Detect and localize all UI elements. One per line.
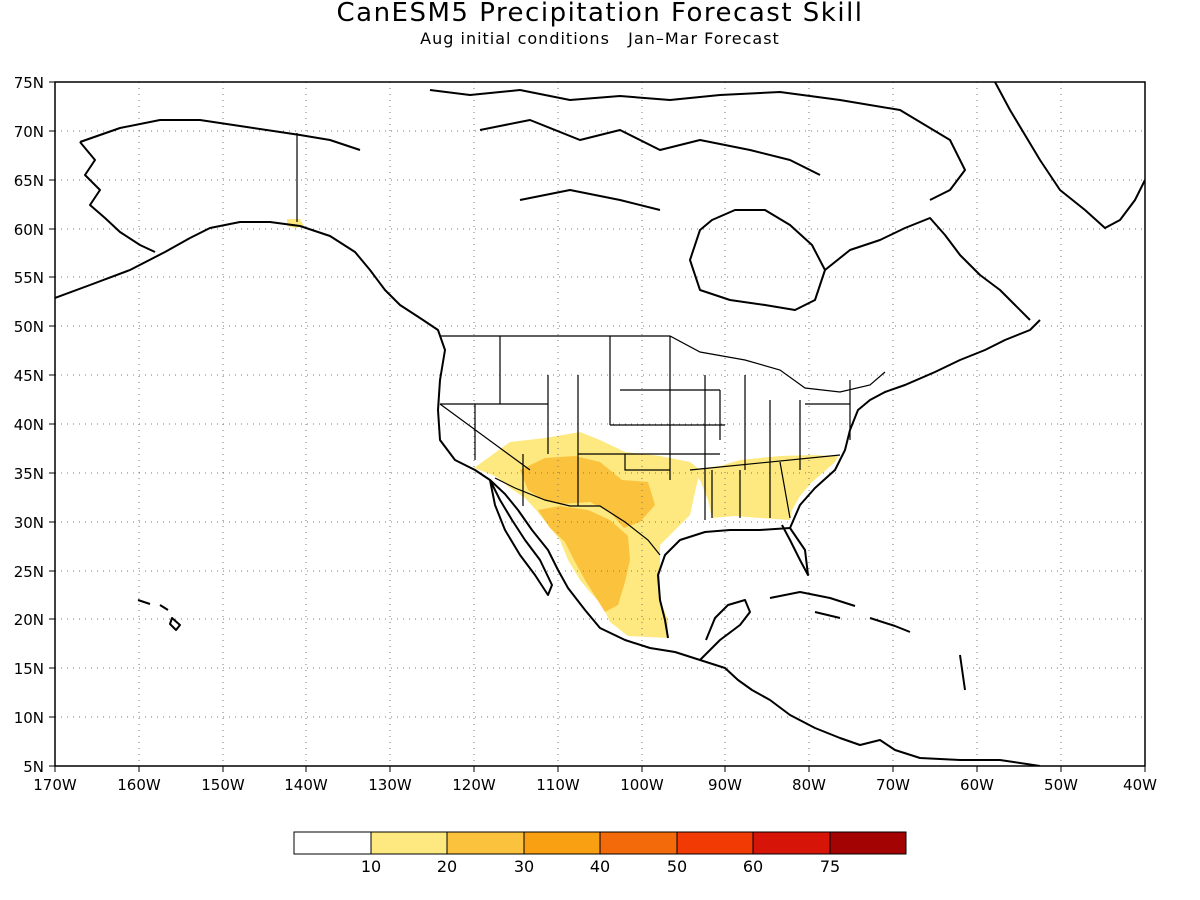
lat-tick-label: 15N xyxy=(14,660,44,678)
colorbar-label: 30 xyxy=(514,857,534,876)
lon-tick-label: 120W xyxy=(452,776,496,794)
colorbar-box xyxy=(446,831,525,855)
baja-california xyxy=(489,479,553,596)
lon-tick-label: 40W xyxy=(1123,776,1157,794)
lon-tick-label: 90W xyxy=(708,776,742,794)
lon-tick-label: 60W xyxy=(960,776,994,794)
subtitle-initial-conditions: Aug initial conditions xyxy=(420,29,610,48)
tick-marks xyxy=(49,81,1146,772)
colorbar-label: 40 xyxy=(590,857,610,876)
lat-tick-labels: 75N 70N 65N 60N 55N 50N 45N 40N 35N 30N … xyxy=(14,74,44,776)
alaska-west-coast xyxy=(79,141,156,253)
lat-tick-label: 65N xyxy=(14,172,44,190)
lon-tick-label: 80W xyxy=(792,776,826,794)
lon-tick-label: 130W xyxy=(368,776,412,794)
colorbar-label: 10 xyxy=(361,857,381,876)
yucatan-coast xyxy=(699,599,751,661)
map-title: CanESM5 Precipitation Forecast Skill xyxy=(336,0,864,28)
lat-tick-label: 75N xyxy=(14,74,44,92)
map-frame xyxy=(54,81,1146,767)
us-mexico-border xyxy=(494,477,661,556)
lat-tick-label: 40N xyxy=(14,416,44,434)
hudson-bay xyxy=(689,209,826,311)
colorbar-box xyxy=(829,831,907,855)
skill-shading xyxy=(287,219,838,638)
colorbar-box xyxy=(599,831,678,855)
skill-region-az-nm-core xyxy=(520,456,655,528)
lat-tick-label: 30N xyxy=(14,514,44,532)
coastlines xyxy=(55,82,1145,766)
colorbar-box xyxy=(752,831,831,855)
lat-tick-label: 5N xyxy=(23,758,44,776)
lat-tick-label: 55N xyxy=(14,269,44,287)
greenland-coast xyxy=(994,82,1145,229)
skill-region-northern-mexico-core xyxy=(538,506,630,612)
lat-tick-label: 70N xyxy=(14,123,44,141)
lon-tick-label: 70W xyxy=(876,776,910,794)
lat-tick-label: 25N xyxy=(14,563,44,581)
colorbar-label: 50 xyxy=(667,857,687,876)
gridlines xyxy=(55,82,1145,766)
lat-tick-label: 20N xyxy=(14,611,44,629)
labrador-coast xyxy=(824,217,1031,321)
lon-tick-label: 150W xyxy=(201,776,245,794)
caribbean-islands xyxy=(769,591,966,691)
lon-tick-label: 50W xyxy=(1044,776,1078,794)
north-america-coastline xyxy=(55,221,1041,766)
colorbar-label: 60 xyxy=(743,857,763,876)
lon-tick-label: 170W xyxy=(33,776,77,794)
east-coast xyxy=(789,319,1041,529)
lat-tick-label: 50N xyxy=(14,318,44,336)
state-lines xyxy=(439,336,851,520)
colorbar-box xyxy=(370,831,448,855)
lon-tick-labels: 170W 160W 150W 140W 130W 120W 110W 100W … xyxy=(33,776,1157,794)
colorbar-legend: 10 20 30 40 50 60 75 xyxy=(293,831,907,876)
gulf-of-mexico-coast xyxy=(657,524,809,639)
skill-region-southeast-us xyxy=(688,455,838,520)
us-canada-border xyxy=(440,335,886,393)
political-borders xyxy=(296,133,886,556)
lon-tick-label: 160W xyxy=(117,776,161,794)
subtitle-forecast-period: Jan–Mar Forecast xyxy=(628,29,780,48)
colorbar-label: 20 xyxy=(437,857,457,876)
alaska-north-coast xyxy=(79,119,361,151)
hawaii-islands xyxy=(137,599,181,631)
lat-tick-label: 60N xyxy=(14,221,44,239)
lon-tick-label: 110W xyxy=(536,776,580,794)
lon-tick-label: 100W xyxy=(620,776,664,794)
colorbar-label: 75 xyxy=(820,857,840,876)
lat-tick-label: 10N xyxy=(14,709,44,727)
map-subtitle: Aug initial conditions Jan–Mar Forecast xyxy=(0,29,1200,48)
lon-tick-label: 140W xyxy=(284,776,328,794)
arctic-islands xyxy=(429,89,966,211)
colorbar-box xyxy=(676,831,754,855)
lat-tick-label: 35N xyxy=(14,465,44,483)
colorbar-box xyxy=(293,831,372,855)
colorbar-box xyxy=(523,831,601,855)
lat-tick-label: 45N xyxy=(14,367,44,385)
